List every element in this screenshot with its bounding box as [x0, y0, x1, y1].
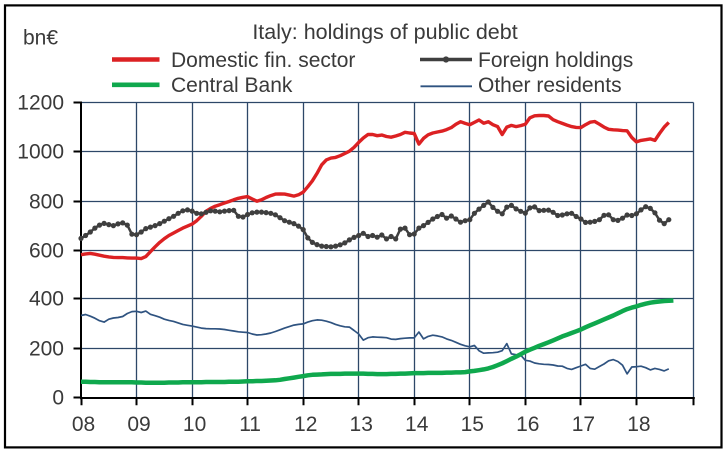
svg-text:600: 600 — [29, 240, 64, 263]
svg-text:18: 18 — [627, 413, 650, 436]
svg-text:12: 12 — [294, 413, 317, 436]
svg-text:Italy: holdings of public debt: Italy: holdings of public debt — [252, 20, 517, 44]
svg-text:bn€: bn€ — [23, 27, 58, 50]
svg-text:800: 800 — [29, 191, 64, 214]
svg-text:11: 11 — [239, 413, 261, 436]
svg-text:0: 0 — [52, 387, 64, 410]
svg-text:Foreign holdings: Foreign holdings — [478, 49, 633, 72]
svg-text:Other residents: Other residents — [478, 74, 622, 97]
svg-text:13: 13 — [350, 413, 373, 436]
svg-text:08: 08 — [72, 413, 95, 436]
svg-text:17: 17 — [572, 413, 595, 436]
svg-text:Domestic fin. sector: Domestic fin. sector — [171, 49, 355, 72]
svg-text:Central Bank: Central Bank — [171, 74, 293, 97]
svg-text:09: 09 — [127, 413, 150, 436]
svg-text:400: 400 — [29, 288, 64, 311]
svg-text:1200: 1200 — [17, 92, 64, 115]
svg-text:16: 16 — [516, 413, 539, 436]
svg-text:15: 15 — [461, 413, 484, 436]
svg-text:1000: 1000 — [17, 141, 64, 164]
svg-text:14: 14 — [405, 413, 429, 436]
svg-text:10: 10 — [183, 413, 206, 436]
svg-text:200: 200 — [29, 338, 64, 361]
